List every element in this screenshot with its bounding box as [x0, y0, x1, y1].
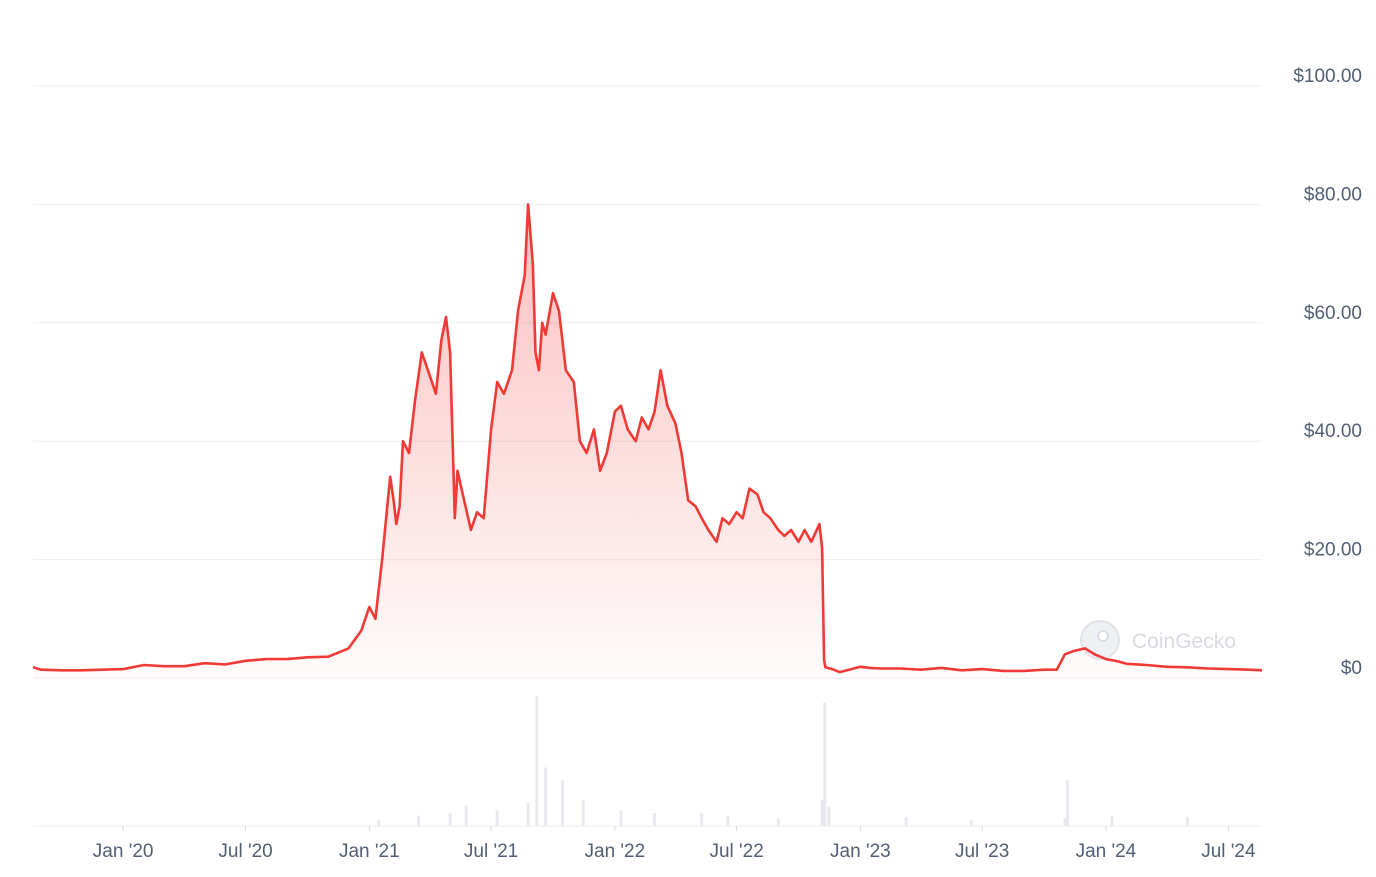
y-tick-label: $100.00: [1293, 66, 1362, 87]
x-tick-label: Jan '21: [339, 841, 400, 862]
volume-bar: [700, 813, 704, 826]
x-tick-label: Jul '20: [218, 841, 272, 862]
volume-bar: [619, 810, 623, 826]
x-tick-label: Jan '23: [830, 841, 891, 862]
watermark-text: CoinGecko: [1132, 630, 1236, 653]
x-tick-label: Jul '21: [464, 841, 518, 862]
x-tick-label: Jan '22: [585, 841, 646, 862]
volume-bar: [1185, 816, 1189, 826]
gecko-eye-icon: [1097, 630, 1109, 642]
x-tick-label: Jan '20: [93, 841, 154, 862]
price-area: [33, 204, 1262, 678]
x-tick-label: Jan '24: [1076, 841, 1137, 862]
volume-bar: [904, 816, 908, 826]
y-tick-label: $0: [1341, 658, 1362, 679]
volume-bar: [827, 806, 831, 826]
volume-bar: [581, 800, 585, 826]
price-line: [32, 203, 1263, 674]
volume-bar: [969, 819, 973, 826]
volume-bar: [535, 696, 539, 826]
volume-bar: [544, 767, 548, 826]
volume-bar: [560, 780, 564, 826]
volume-bar: [820, 800, 824, 826]
coingecko-watermark: CoinGecko: [1080, 620, 1236, 660]
x-tick-label: Jul '24: [1201, 841, 1256, 862]
volume-bar: [1063, 818, 1067, 826]
y-tick-label: $20.00: [1304, 540, 1362, 561]
volume-bar: [1066, 780, 1070, 826]
volume-bar: [448, 813, 452, 826]
volume-bar: [776, 818, 780, 826]
x-tick-label: Jul '23: [955, 841, 1009, 862]
volume-bar: [726, 815, 730, 826]
volume-bar: [823, 702, 827, 826]
volume-bar: [416, 815, 420, 826]
y-tick-label: $60.00: [1304, 303, 1362, 324]
volume-bar: [377, 819, 381, 826]
volume-bars: [377, 696, 1189, 826]
x-tick-label: Jul '22: [709, 841, 763, 862]
volume-bar: [495, 810, 499, 826]
volume-bar: [464, 805, 468, 826]
y-tick-label: $80.00: [1304, 184, 1362, 205]
x-axis-ticks: Jan '20 Jul '20 Jan '21 Jul '21 Jan '22 Jul '…: [93, 826, 1256, 862]
volume-bar: [1110, 815, 1114, 826]
y-axis-ticks: $0 $20.00 $40.00 $60.00 $80.00 $100.00: [1293, 66, 1362, 679]
y-tick-label: $40.00: [1304, 421, 1362, 442]
volume-bar: [526, 802, 530, 826]
volume-bar: [653, 813, 657, 826]
